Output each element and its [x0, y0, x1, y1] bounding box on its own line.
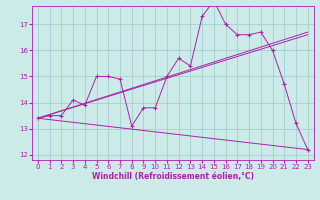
X-axis label: Windchill (Refroidissement éolien,°C): Windchill (Refroidissement éolien,°C) — [92, 172, 254, 181]
